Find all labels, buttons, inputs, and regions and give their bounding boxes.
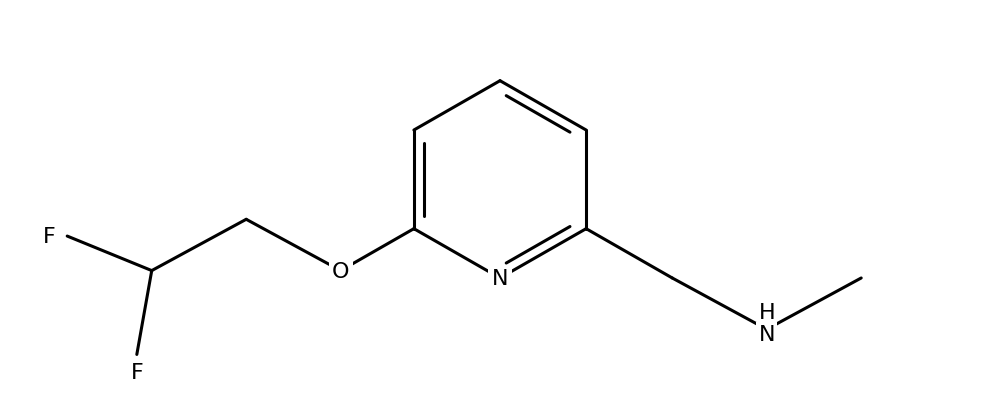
- Text: N: N: [491, 268, 508, 288]
- Text: O: O: [332, 261, 349, 281]
- Text: F: F: [130, 362, 143, 382]
- Text: N: N: [757, 324, 774, 344]
- Text: F: F: [42, 227, 55, 247]
- Text: H: H: [757, 302, 774, 322]
